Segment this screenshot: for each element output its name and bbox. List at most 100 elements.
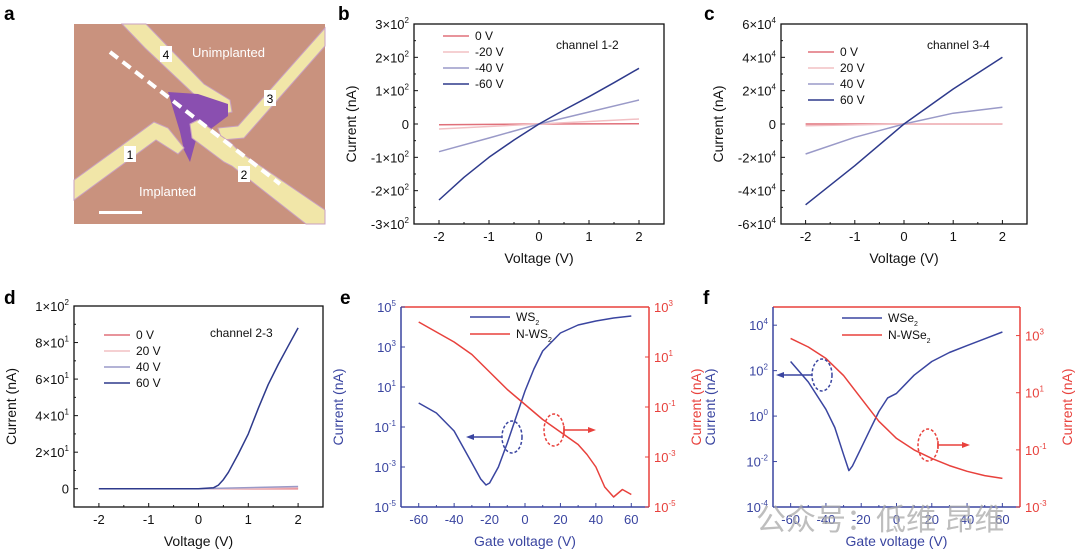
electrode-label-box-3 [264, 90, 276, 106]
x-tick-label: 20 [925, 512, 939, 527]
legend-label: -40 V [475, 61, 504, 75]
y-right-tick-label: 101 [1025, 385, 1044, 401]
y-right-axis-title: Current (nA) [1059, 368, 1075, 445]
panel-label-a: a [4, 4, 15, 25]
y-axis-title: Current (nA) [710, 85, 726, 162]
x-tick-label: -20 [480, 512, 499, 527]
x-tick-label: 0 [195, 512, 202, 527]
x-axis-title: Gate voltage (V) [474, 533, 576, 549]
x-tick-label: -2 [93, 512, 105, 527]
legend-label: 60 V [840, 93, 865, 107]
y-tick-label: 2×104 [742, 83, 776, 99]
channel-annotation: channel 1-2 [556, 38, 619, 52]
y-right-tick-label: 10-5 [654, 499, 676, 515]
legend-label: -60 V [475, 77, 504, 91]
y-tick-label: 104 [749, 317, 768, 333]
left-arrowhead-icon [776, 372, 784, 378]
series-line--40v [438, 99, 640, 153]
legend-label: 0 V [840, 45, 858, 59]
x-tick-label: 1 [950, 229, 957, 244]
legend-label: 60 V [136, 376, 161, 390]
y-tick-label: 103 [377, 339, 396, 355]
y-right-tick-label: 103 [1025, 328, 1044, 344]
x-tick-label: -40 [817, 512, 836, 527]
micrograph: 4 3 1 2 Unimplanted Implanted [73, 23, 326, 225]
panel-label-b: b [338, 4, 350, 25]
y-tick-label: 10-1 [374, 419, 396, 435]
chart-panel-d: d -2 -1 0 1 2 Voltage (V) 1×102 8×101 6×101 4×101 2… [3, 288, 324, 549]
y-right-axis-title: Current (nA) [688, 368, 704, 445]
legend-label: N-WS2 [516, 327, 552, 344]
chart-panel-e: e -60 -40 -20 0 20 40 60 Gate voltage (V) 105 103 1… [330, 288, 704, 549]
y-tick-label: 10-3 [374, 459, 396, 475]
electrode-label-box-1 [124, 146, 136, 162]
panel-label-d: d [4, 288, 16, 309]
y-tick-label: -2×102 [371, 183, 410, 199]
x-tick-label: -1 [849, 229, 861, 244]
legend-label: 40 V [136, 360, 161, 374]
x-axis-title: Gate voltage (V) [846, 533, 948, 549]
series-line-60v [805, 56, 1003, 206]
y-tick-label: 2×102 [375, 49, 409, 65]
electrode-4 [120, 23, 233, 115]
x-tick-label: 1 [585, 229, 592, 244]
x-tick-label: 2 [294, 512, 301, 527]
channel-annotation: channel 2-3 [210, 326, 273, 340]
x-tick-label: 40 [960, 512, 974, 527]
y-tick-label: -2×104 [738, 149, 777, 165]
y-axis-title: Current (nA) [3, 368, 19, 445]
y-tick-label: 10-2 [746, 454, 768, 470]
plot-frame [73, 305, 324, 508]
legend-label: WSe2 [888, 311, 918, 328]
y-tick-label: 1×102 [35, 298, 69, 314]
electrode-label-1: 1 [127, 148, 134, 162]
y-tick-label: 3×102 [375, 16, 409, 32]
y-tick-label: 101 [377, 379, 396, 395]
x-tick-label: -60 [781, 512, 800, 527]
y-tick-label: 10-4 [746, 499, 768, 515]
x-tick-label: -60 [409, 512, 428, 527]
dashed-cut-line [108, 50, 282, 186]
y-right-tick-label: 101 [654, 349, 673, 365]
legend-label: WS2 [516, 310, 539, 327]
series-line-40v [805, 106, 1003, 155]
x-axis-title: Voltage (V) [504, 250, 573, 266]
chart-panel-b: b -2 -1 0 1 2 Voltage (V) 3×102 2×102 1×102 0 -1×10… [338, 4, 665, 266]
chart-panel-c: c -2 -1 0 1 2 Voltage (V) 6×104 4×104 2×104 0 -2×10… [704, 4, 1028, 266]
x-tick-label: 60 [995, 512, 1009, 527]
right-axis-indicator-ellipse [543, 413, 565, 447]
watermark: 公众号：低维 昂维 [756, 504, 1004, 537]
scale-bar [99, 211, 142, 214]
y-tick-label: 4×101 [35, 408, 69, 424]
left-arrowhead-icon [466, 434, 474, 440]
x-axis-title: Voltage (V) [164, 533, 233, 549]
y-axis-title: Current (nA) [343, 85, 359, 162]
x-tick-label: 0 [893, 512, 900, 527]
y-axis-title: Current (nA) [330, 368, 346, 445]
x-tick-label: 0 [521, 512, 528, 527]
legend-label: 0 V [475, 29, 493, 43]
series-line-n-ws [418, 321, 632, 498]
y-tick-label: -1×102 [371, 149, 410, 165]
y-tick-label: -6×104 [738, 216, 777, 232]
panel-a: a 4 3 1 2 Unimplanted Implanted [4, 4, 326, 225]
electrode-label-3: 3 [267, 92, 274, 106]
panel-label-f: f [703, 288, 710, 309]
legend-label: N-WSe2 [888, 328, 931, 345]
y-right-tick-label: 10-3 [1025, 499, 1047, 515]
y-tick-label: 6×104 [742, 16, 776, 32]
y-tick-label: 1×102 [375, 83, 409, 99]
chart-panel-f: f -60 -40 -20 0 20 40 60 Gate voltage (V) 104 102 1… [702, 288, 1075, 549]
y-axis-title: Current (nA) [702, 368, 718, 445]
channel-annotation: channel 3-4 [927, 38, 990, 52]
x-tick-label: -2 [433, 229, 445, 244]
electrode-label-4: 4 [163, 48, 170, 62]
electrode-label-2: 2 [241, 168, 248, 182]
y-tick-label: 0 [62, 482, 69, 497]
y-tick-label: 8×101 [35, 335, 69, 351]
y-tick-label: 10-5 [374, 499, 396, 515]
x-tick-label: -20 [852, 512, 871, 527]
panel-label-e: e [340, 288, 351, 309]
legend-label: 40 V [840, 77, 865, 91]
